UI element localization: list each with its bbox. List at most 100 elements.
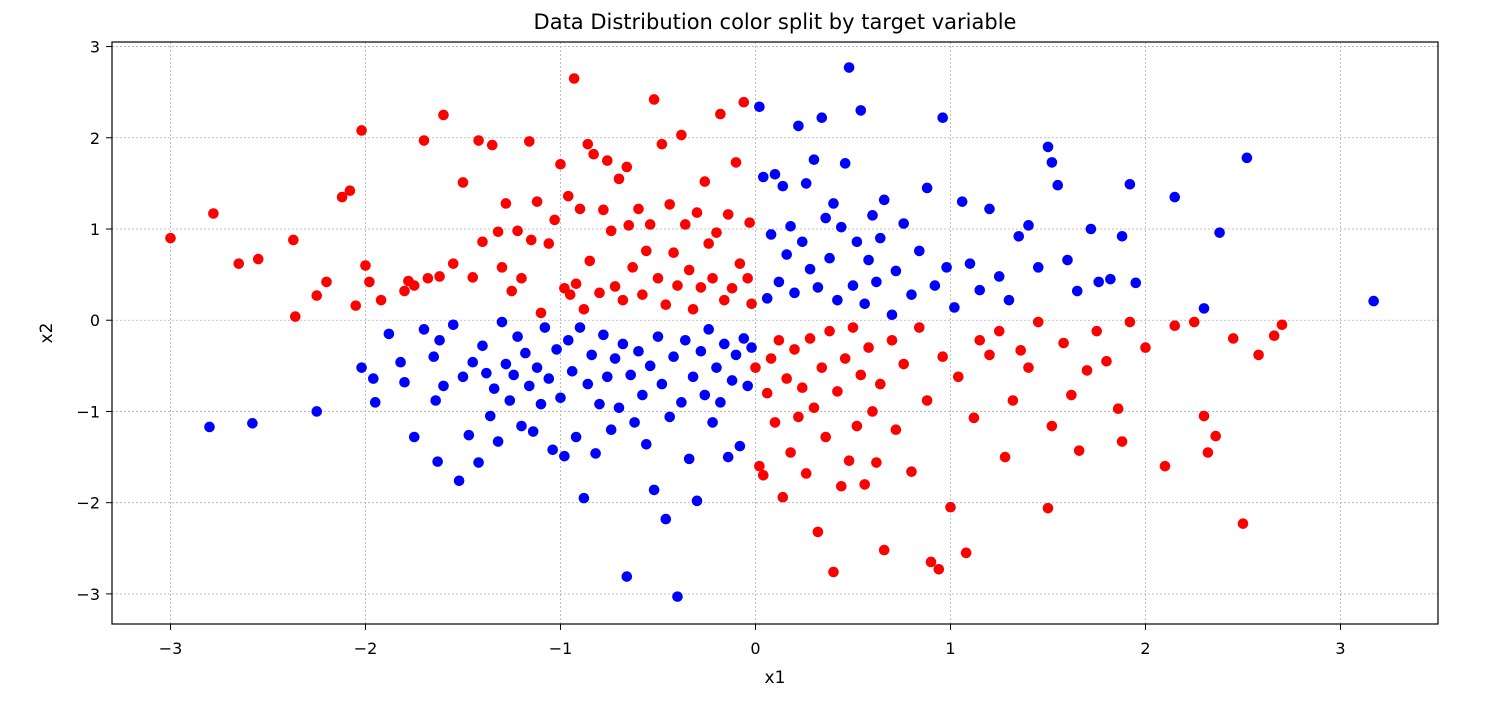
data-point xyxy=(660,513,672,525)
data-point xyxy=(1066,389,1077,401)
data-point xyxy=(531,362,543,373)
data-point xyxy=(921,182,933,194)
data-point xyxy=(715,397,726,408)
data-point xyxy=(360,260,371,271)
data-point xyxy=(906,289,917,300)
data-point xyxy=(623,220,635,231)
data-point xyxy=(512,225,523,237)
data-point xyxy=(898,218,909,229)
data-point xyxy=(1241,152,1253,164)
data-point xyxy=(1169,320,1181,332)
data-point xyxy=(568,73,580,84)
data-point xyxy=(1210,430,1221,442)
data-point xyxy=(633,203,644,215)
data-point xyxy=(974,334,986,346)
axis-ticks: −3 −2 −1 0 1 2 3 −3 −2 −1 0 1 2 3 xyxy=(76,38,1345,658)
data-point xyxy=(1081,365,1093,376)
data-point xyxy=(999,451,1011,463)
data-point xyxy=(1046,420,1058,432)
data-point xyxy=(765,229,777,240)
data-point xyxy=(432,456,443,467)
y-tick-label: −3 xyxy=(76,585,100,604)
data-point xyxy=(516,272,527,284)
data-point xyxy=(1124,316,1136,328)
data-point xyxy=(824,325,835,337)
data-point xyxy=(418,324,430,335)
data-point xyxy=(804,263,816,275)
data-point xyxy=(1116,436,1128,447)
data-point xyxy=(984,203,995,215)
data-point xyxy=(1023,362,1034,373)
data-point xyxy=(839,158,851,169)
data-point xyxy=(321,276,332,288)
data-point xyxy=(851,236,863,248)
data-point xyxy=(960,547,972,559)
data-point xyxy=(399,376,410,388)
data-point xyxy=(467,356,479,368)
data-point xyxy=(781,249,792,260)
data-point xyxy=(602,155,613,166)
data-point xyxy=(726,375,738,386)
data-point xyxy=(637,289,648,300)
data-point xyxy=(683,264,695,276)
data-point xyxy=(742,380,753,392)
data-point xyxy=(453,475,465,487)
data-point xyxy=(356,362,367,373)
data-point xyxy=(1159,460,1171,472)
data-point xyxy=(797,236,808,248)
data-point xyxy=(613,173,625,185)
data-point xyxy=(369,397,381,408)
data-point xyxy=(463,429,475,441)
data-point xyxy=(290,311,301,322)
data-point xyxy=(656,138,668,150)
data-point xyxy=(890,424,902,435)
data-point xyxy=(687,371,699,383)
data-point xyxy=(1046,157,1058,168)
data-point xyxy=(1093,276,1104,288)
data-point xyxy=(457,177,469,188)
data-point xyxy=(734,440,746,452)
data-point xyxy=(898,358,909,370)
data-point xyxy=(769,417,781,428)
data-point xyxy=(855,105,867,116)
data-point xyxy=(1058,337,1069,349)
data-point xyxy=(744,217,755,228)
y-tick-label: 3 xyxy=(90,38,100,57)
data-point xyxy=(781,373,792,384)
data-point xyxy=(434,271,445,282)
data-point xyxy=(165,232,176,244)
data-point xyxy=(430,395,442,406)
data-point xyxy=(746,342,757,353)
data-point xyxy=(719,338,730,350)
data-point xyxy=(564,289,576,300)
data-point xyxy=(1052,179,1064,191)
data-point xyxy=(233,258,245,269)
data-point xyxy=(516,420,527,432)
data-point xyxy=(525,234,537,246)
data-point xyxy=(1188,316,1200,328)
data-point xyxy=(855,369,867,381)
data-point xyxy=(839,353,851,364)
data-point xyxy=(1368,295,1379,307)
data-point xyxy=(399,285,410,297)
data-point xyxy=(551,344,562,355)
data-point xyxy=(730,157,742,168)
data-point xyxy=(758,470,769,481)
data-point xyxy=(496,316,508,328)
data-point xyxy=(574,322,586,333)
data-point xyxy=(1085,223,1097,235)
data-point xyxy=(570,278,582,290)
data-point xyxy=(808,402,820,414)
data-point xyxy=(691,207,703,218)
data-point xyxy=(832,294,843,306)
data-point xyxy=(368,373,379,384)
data-point xyxy=(438,109,449,121)
data-point xyxy=(1202,447,1214,458)
data-point xyxy=(492,436,504,447)
data-point xyxy=(941,262,952,273)
data-point xyxy=(578,492,590,504)
data-point xyxy=(621,571,633,582)
data-point xyxy=(668,247,679,259)
data-point xyxy=(1073,445,1085,456)
data-point xyxy=(637,389,648,401)
